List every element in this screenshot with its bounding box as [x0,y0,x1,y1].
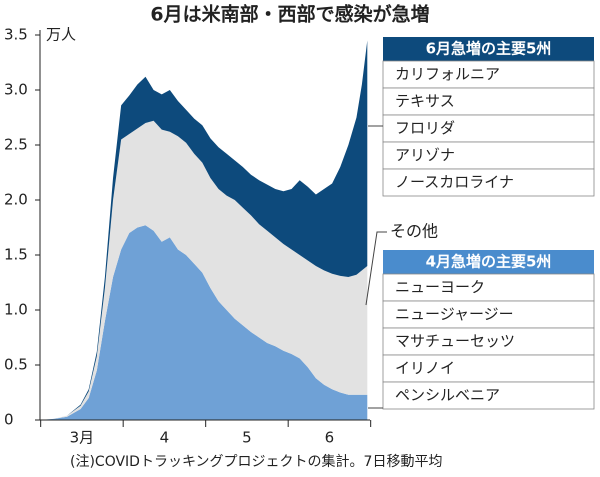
y-tick-label: 2.5 [4,136,28,154]
x-tick-label: 5 [242,429,252,447]
legend-item-label: マサチューセッツ [395,332,515,350]
y-tick-label: 0 [4,411,14,429]
legend-item-label: アリゾナ [395,146,455,164]
legend-header-label: 6月急増の主要5州 [426,40,552,58]
area [40,40,368,420]
y-tick-label: 1.0 [4,301,28,319]
y-tick-label: 3.0 [4,81,28,99]
y-tick-label: 0.5 [4,356,28,374]
legend-item-label: ペンシルベニア [395,386,500,404]
x-tick-label: 6 [325,429,335,447]
x-tick-label: 4 [160,429,170,447]
y-unit: 万人 [46,26,76,44]
legend-item-label: フロリダ [395,119,455,137]
legend-item [382,354,595,383]
legend-item-label: カリフォルニア [395,65,500,83]
y-tick-label: 2.0 [4,191,28,209]
legend-item [382,327,595,356]
legend-item-label: ニューヨーク [395,278,485,296]
y-tick-label: 1.5 [4,246,28,264]
chart-title: 6月は米南部・西部で感染が急増 [150,3,429,26]
x-tick-label: 3月 [70,429,95,447]
area [40,225,368,420]
legend-header [383,250,594,274]
legend-item-label: イリノイ [395,359,455,377]
legend-item [382,300,595,329]
legend-item [382,381,595,410]
legend-item-label: ノースカロライナ [395,173,514,191]
legend-item [382,168,595,197]
legend-header [383,37,594,61]
y-tick-label: 3.5 [4,26,28,44]
note: (注)COVIDトラッキングプロジェクトの集計。7日移動平均 [70,453,442,470]
legend-item-label: ニュージャージー [395,305,514,323]
legend-item-label: テキサス [395,92,455,110]
legend-header-label: 4月急増の主要5州 [426,253,552,271]
legend-label: その他 [390,222,438,241]
leader-line [365,231,387,306]
area [40,120,368,421]
legend-item [382,60,595,89]
legend-item [382,87,595,116]
